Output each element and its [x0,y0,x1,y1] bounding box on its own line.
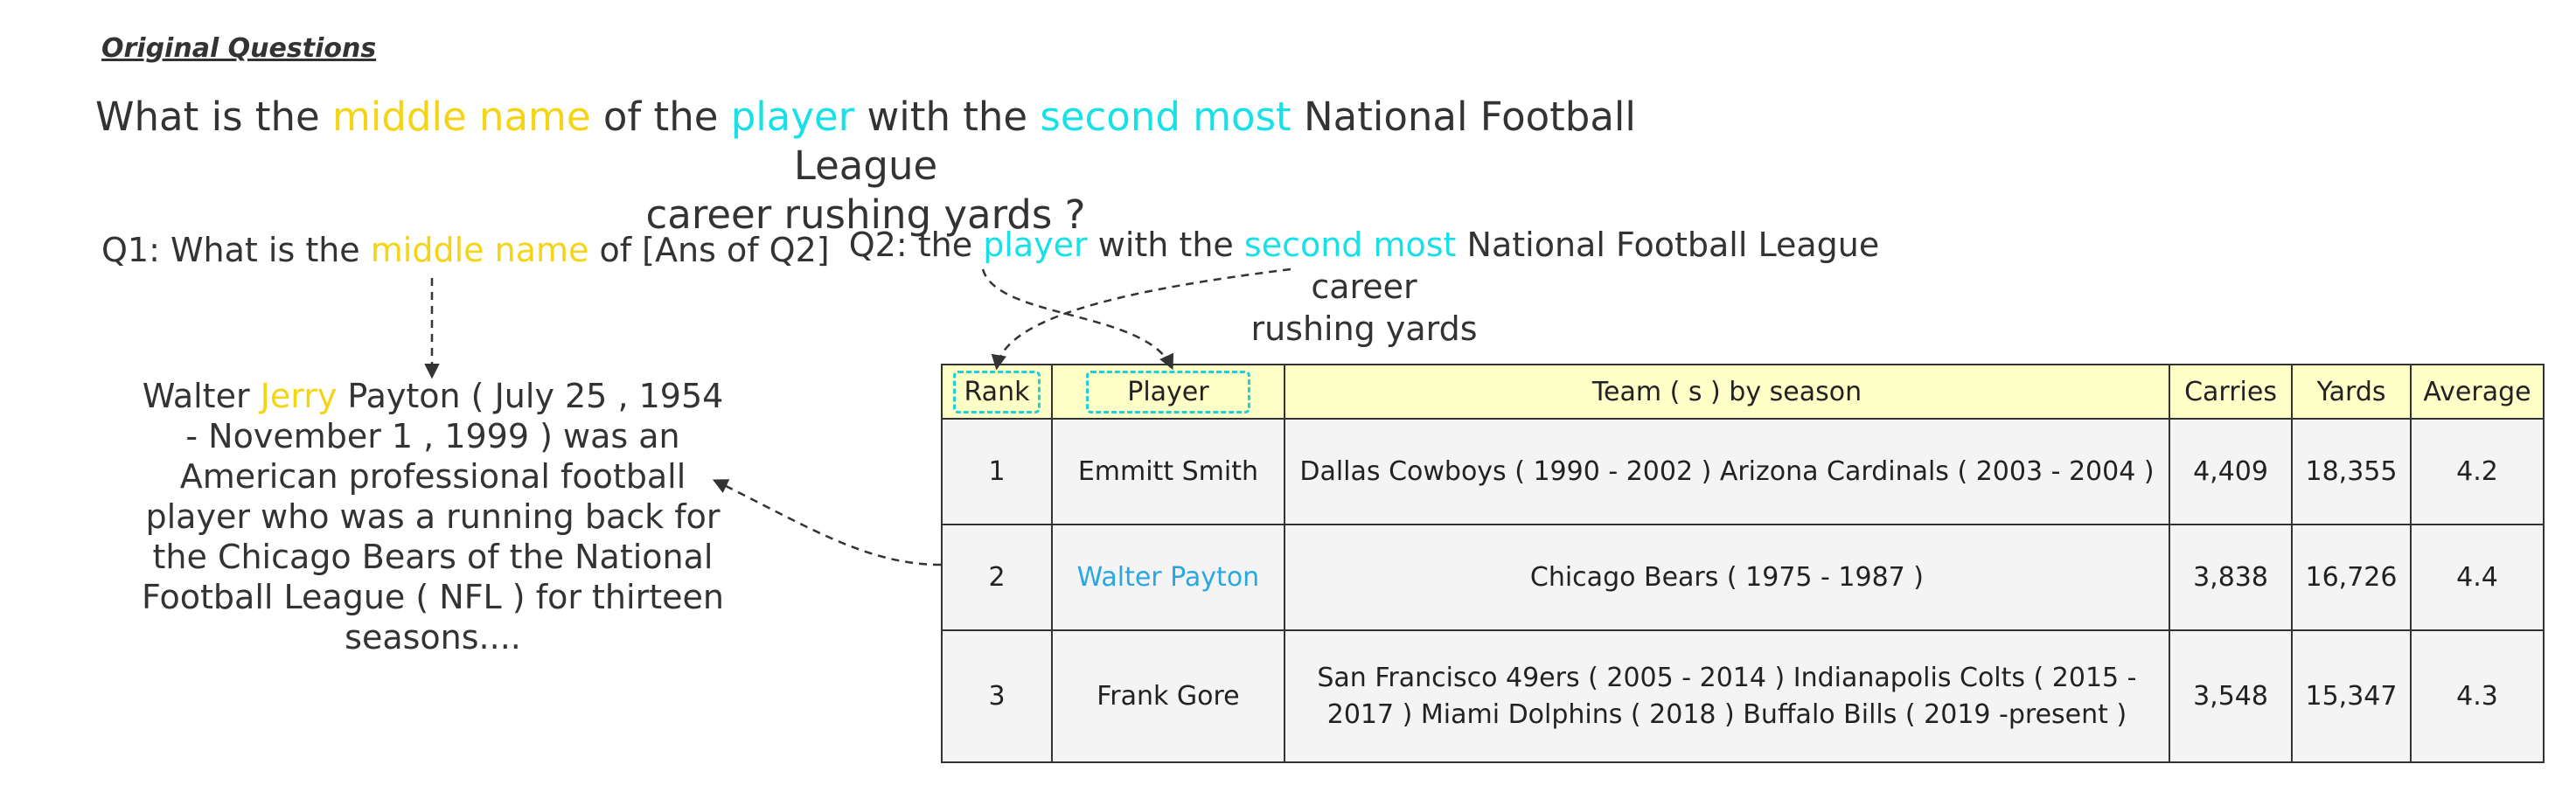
cell-rank: 1 [941,418,1053,525]
player-highlight: player [730,94,855,140]
cell-team: San Francisco 49ers ( 2005 - 2014 ) Indi… [1283,629,2171,763]
arrow-q2-to-player [981,268,1174,371]
cell-rank: 3 [941,629,1053,763]
cell-team: Chicago Bears ( 1975 - 1987 ) [1283,524,2171,631]
q1-text: of [Ans of Q2] [588,231,830,269]
cell-yards: 16,726 [2291,524,2412,631]
rank-dashed-box: Rank [952,370,1041,413]
q2-text: with the [1087,226,1244,264]
cell-player: Emmitt Smith [1050,418,1285,525]
q2-text: Q2: the [848,226,984,264]
cell-carries: 3,838 [2169,524,2294,631]
cell-yards: 18,355 [2291,418,2412,525]
arrow-q2-to-rank [991,267,1291,371]
q2-text: National Football League career [1311,226,1880,306]
q2-second-most-highlight: second most [1243,226,1457,264]
main-question-text: National Football League [793,94,1636,189]
passage-text-part: Walter [142,377,261,415]
main-question-text: of the [590,94,731,140]
sub-question-2: Q2: the player with the second most Nati… [813,224,1915,350]
cell-team: Dallas Cowboys ( 1990 - 2002 ) Arizona C… [1283,418,2171,525]
table-header-row: Rank Player Team ( s ) by season Carries… [941,364,2545,420]
cell-average: 4.4 [2409,524,2545,631]
q1-middle-name-highlight: middle name [370,231,589,269]
main-question-text: with the [854,94,1041,140]
cell-player: Frank Gore [1050,629,1285,763]
arrow-row-to-passage [712,479,942,566]
main-question-text: What is the [95,94,332,140]
passage-middle-name-highlight: Jerry [260,377,338,415]
q1-text: Q1: What is the [101,231,371,269]
header-carries: Carries [2169,364,2294,420]
cell-yards: 15,347 [2291,629,2412,763]
header-team: Team ( s ) by season [1283,364,2171,420]
main-question-text: career rushing yards ? [645,191,1086,238]
passage-text-part: Payton ( July 25 , 1954 - November 1 , 1… [142,377,724,657]
table-row: 1 Emmitt Smith Dallas Cowboys ( 1990 - 2… [941,418,2545,525]
sub-question-1: Q1: What is the middle name of [Ans of Q… [101,231,830,269]
cell-player-answer: Walter Payton [1050,524,1285,631]
cell-carries: 4,409 [2169,418,2294,525]
passage-text: Walter Jerry Payton ( July 25 , 1954 - N… [131,376,735,657]
q2-player-highlight: player [983,226,1088,264]
rushing-yards-table: Rank Player Team ( s ) by season Carries… [941,364,2545,763]
header-rank: Rank [941,364,1053,420]
table-row: 2 Walter Payton Chicago Bears ( 1975 - 1… [941,524,2545,631]
cell-rank: 2 [941,524,1053,631]
middle-name-highlight: middle name [332,94,591,140]
second-most-highlight: second most [1040,94,1291,140]
section-heading: Original Questions [101,33,377,64]
table-row: 3 Frank Gore San Francisco 49ers ( 2005 … [941,629,2545,763]
cell-average: 4.2 [2409,418,2545,525]
header-average: Average [2409,364,2545,420]
header-yards: Yards [2291,364,2412,420]
header-player: Player [1050,364,1285,420]
cell-carries: 3,548 [2169,629,2294,763]
player-dashed-box: Player [1086,370,1250,413]
main-question: What is the middle name of the player wi… [70,93,1661,240]
q2-text: rushing yards [1250,309,1478,348]
cell-average: 4.3 [2409,629,2545,763]
